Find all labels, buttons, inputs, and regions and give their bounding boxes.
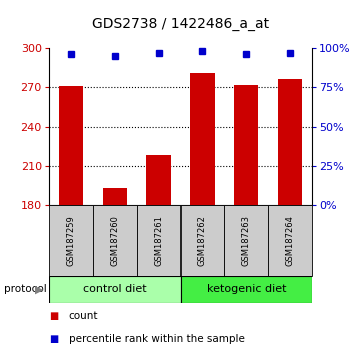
Text: GSM187263: GSM187263 — [242, 215, 251, 266]
Bar — [268, 205, 312, 276]
Bar — [180, 276, 312, 303]
Text: GSM187262: GSM187262 — [198, 215, 207, 266]
Bar — [278, 79, 303, 205]
Text: GSM187261: GSM187261 — [154, 215, 163, 266]
Bar — [49, 276, 180, 303]
Bar — [93, 205, 136, 276]
Bar — [58, 86, 83, 205]
Bar — [234, 85, 258, 205]
Text: control diet: control diet — [83, 284, 147, 295]
Text: GSM187259: GSM187259 — [66, 215, 75, 266]
Bar — [136, 205, 180, 276]
Text: percentile rank within the sample: percentile rank within the sample — [69, 333, 244, 344]
Bar — [147, 155, 171, 205]
Text: GSM187264: GSM187264 — [286, 215, 295, 266]
Text: ■: ■ — [49, 333, 58, 344]
Text: count: count — [69, 310, 98, 320]
Text: ▶: ▶ — [35, 284, 43, 295]
Bar — [180, 205, 225, 276]
Text: ketogenic diet: ketogenic diet — [206, 284, 286, 295]
Bar — [225, 205, 268, 276]
Bar — [190, 73, 214, 205]
Text: GSM187260: GSM187260 — [110, 215, 119, 266]
Text: protocol: protocol — [4, 284, 46, 295]
Text: GDS2738 / 1422486_a_at: GDS2738 / 1422486_a_at — [92, 17, 269, 31]
Bar — [49, 205, 93, 276]
Bar — [103, 188, 127, 205]
Text: ■: ■ — [49, 310, 58, 320]
